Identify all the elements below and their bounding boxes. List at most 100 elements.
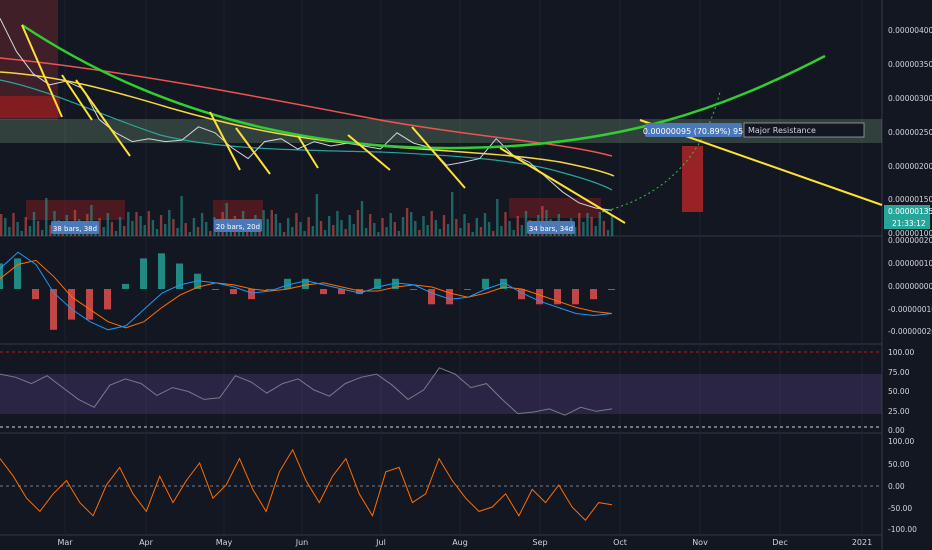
macd-pane[interactable] <box>0 251 615 331</box>
cci-pane[interactable] <box>0 448 882 521</box>
volume-bar <box>274 214 278 236</box>
macd-hist-bar <box>176 263 183 289</box>
main-y-axis[interactable]: 0.00000400 0.00000350 0.00000300 0.00000… <box>884 26 932 238</box>
x-tick-label: Sep <box>532 538 547 547</box>
volume-bar <box>188 232 191 236</box>
volume-bar <box>455 219 458 236</box>
volume-bar <box>373 223 376 236</box>
volume-bar <box>397 231 401 236</box>
volume-bar <box>602 221 606 236</box>
grid-lines <box>64 0 863 535</box>
volume-bar <box>28 226 32 236</box>
short-trendlines <box>21 24 626 224</box>
y-tick-label: 50.00 <box>888 460 910 469</box>
rsi-y-axis[interactable]: 100.00 75.00 50.00 25.00 0.00 <box>888 348 914 435</box>
y-tick-label: 25.00 <box>888 407 910 416</box>
volume-bar <box>36 221 40 236</box>
macd-hist-bar <box>140 258 147 289</box>
last-price-value: 0.00000135 <box>888 207 932 216</box>
y-tick-label: 0.00 <box>888 426 905 435</box>
macd-hist-bar <box>320 289 327 295</box>
cci-y-axis[interactable]: 100.00 50.00 0.00 -50.00 -100.00 <box>888 437 917 534</box>
macd-hist-bar <box>392 278 399 289</box>
main-pane[interactable]: 0.00000095 (70.89%) 95 Major Resistance … <box>0 0 883 236</box>
macd-signal-line <box>0 259 613 329</box>
volume-bar <box>352 224 355 236</box>
volume-bar <box>574 227 577 236</box>
macd-hist-bar <box>284 278 291 289</box>
volume-bar <box>389 213 392 236</box>
volume-bar <box>598 212 601 236</box>
pane-separators <box>0 0 883 550</box>
volume-bar <box>508 221 511 236</box>
macd-hist-bar <box>608 289 615 290</box>
y-tick-label: 0.00000200 <box>888 162 932 171</box>
x-axis[interactable]: Mar Apr May Jun Jul Aug Sep Oct Nov Dec … <box>57 538 872 547</box>
volume-bar <box>578 213 581 236</box>
volume-bar <box>143 225 146 236</box>
macd-hist-bar <box>500 278 507 289</box>
volume-bar <box>512 230 515 236</box>
volume-bar <box>430 211 433 236</box>
svg-text:20 bars, 20d: 20 bars, 20d <box>216 223 260 231</box>
green-curve <box>21 23 826 150</box>
macd-hist-bar <box>464 289 471 290</box>
volume-bar <box>426 225 429 236</box>
volume-bar <box>336 211 339 236</box>
y-tick-label: 0.00000300 <box>888 94 932 103</box>
volume-bar <box>45 198 48 236</box>
volume-bar <box>393 222 396 236</box>
volume-bar <box>369 214 372 236</box>
volume-bar <box>20 231 23 236</box>
macd-hist-bar <box>32 289 39 300</box>
volume-bar <box>360 201 364 236</box>
rsi-line <box>0 367 613 416</box>
volume-bar <box>291 227 294 236</box>
macd-y-axis[interactable]: 0.00000020 0.00000010 0.00000000 -0.0000… <box>888 236 932 336</box>
volume-bar <box>147 211 150 236</box>
volume-bar <box>192 218 196 236</box>
volume-bar <box>266 219 269 236</box>
volume-bar <box>184 223 187 236</box>
macd-hist-bar <box>338 289 345 295</box>
volume-bar <box>328 216 331 236</box>
macd-hist-bar <box>482 278 489 289</box>
svg-text:34 bars, 34d: 34 bars, 34d <box>529 225 573 233</box>
volume-bar <box>451 192 454 236</box>
y-tick-label: 0.00000400 <box>888 26 932 35</box>
major-resistance-label: Major Resistance <box>743 122 865 138</box>
volume-bar <box>340 220 343 236</box>
macd-hist-bar <box>122 283 129 289</box>
rsi-pane[interactable] <box>0 351 882 428</box>
volume-bar <box>463 214 466 236</box>
volume-bar <box>49 225 52 236</box>
macd-hist-bar <box>212 289 219 290</box>
y-tick-label: 0.00000350 <box>888 60 932 69</box>
y-tick-label: 100.00 <box>888 348 914 357</box>
volume-bar <box>434 220 437 236</box>
volume-bar <box>475 218 478 236</box>
y-tick-label: -100.00 <box>888 525 917 534</box>
macd-hist-bar <box>14 258 21 289</box>
volume-bar <box>168 210 171 236</box>
x-tick-label: Jul <box>375 538 386 547</box>
svg-text:38 bars, 38d: 38 bars, 38d <box>53 225 97 233</box>
volume-bar <box>250 229 253 236</box>
volume-bar <box>0 214 3 236</box>
volume-bar <box>123 226 126 236</box>
macd-hist-bar <box>590 289 597 300</box>
y-tick-label: 0.00000250 <box>888 128 932 137</box>
volume-bar <box>315 194 319 236</box>
volume-bar <box>496 199 499 236</box>
volume-bar <box>414 221 417 236</box>
rsi-band <box>0 374 882 414</box>
volume-bar <box>262 210 265 236</box>
macd-hist-bar <box>302 278 309 289</box>
volume-bar <box>332 225 335 236</box>
volume-bar <box>410 212 413 236</box>
volume-bar <box>24 217 27 236</box>
macd-hist-bar <box>86 289 93 320</box>
y-tick-label: 75.00 <box>888 368 910 377</box>
